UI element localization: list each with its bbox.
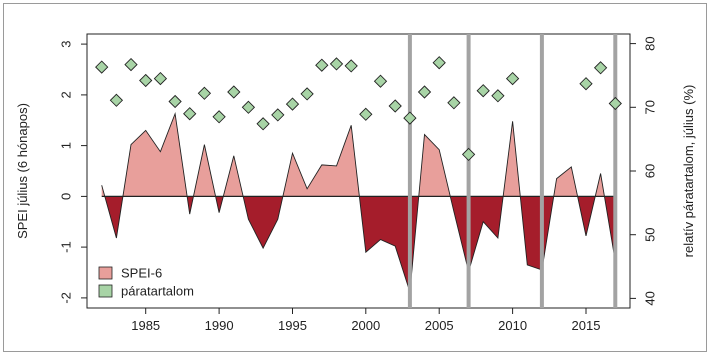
humidity-point-1994 — [271, 108, 285, 122]
axes-group: 1985 1990 1995 2000 2005 2010 2015 -2 -1 0 1 2 3 40 50… — [58, 36, 657, 333]
humidity-point-1987 — [168, 94, 182, 109]
y-tick-label--1: -1 — [58, 241, 73, 253]
humidity-point-1999 — [344, 59, 358, 73]
humidity-point-2006 — [447, 96, 461, 110]
humidity-point-2003 — [403, 111, 417, 125]
spei-negative-area-1 — [104, 196, 123, 238]
spei-positive-area-14 — [553, 166, 578, 197]
humidity-point-1990 — [212, 110, 226, 124]
humidity-point-1993 — [256, 117, 270, 131]
humidity-point-1989 — [197, 86, 212, 100]
x-tick-label-2015: 2015 — [572, 318, 601, 333]
y2-tick-label-60: 60 — [642, 164, 657, 178]
spei-positive-area-12 — [503, 121, 521, 197]
spei-negative-area-15 — [577, 196, 596, 236]
spei-negative-area-7 — [243, 196, 283, 249]
spei-outline-group — [101, 111, 616, 292]
y2-axis-title: relatív páratartalom, július (%) — [681, 85, 696, 258]
y-tick-label--2: -2 — [58, 292, 73, 304]
humidity-point-2005 — [432, 56, 446, 70]
spei-area-group — [101, 113, 616, 292]
y2-tick-label-80: 80 — [642, 36, 657, 50]
spei-negative-area-3 — [187, 196, 194, 215]
spei-positive-area-6 — [223, 155, 244, 197]
humidity-point-1995 — [285, 97, 300, 111]
humidity-point-1985 — [139, 73, 153, 88]
humidity-point-2016 — [593, 61, 608, 75]
spei-positive-area-2 — [122, 113, 188, 197]
y-tick-label-2: 2 — [58, 91, 73, 98]
humidity-point-2010 — [505, 71, 520, 86]
x-tick-label-2005: 2005 — [425, 318, 454, 333]
humidity-markers — [95, 56, 622, 162]
humidity-point-2004 — [417, 85, 432, 99]
humidity-point-1986 — [153, 71, 168, 86]
humidity-point-1988 — [183, 107, 197, 121]
x-tick-label-1985: 1985 — [131, 318, 160, 333]
spei-negative-area-13 — [520, 196, 554, 270]
x-tick-label-1995: 1995 — [278, 318, 307, 333]
legend: SPEI-6 páratartalom — [98, 266, 194, 299]
humidity-point-2001 — [373, 74, 388, 88]
legend-swatch-spei — [98, 266, 113, 280]
humidity-point-2008 — [476, 84, 490, 98]
humidity-point-1983 — [109, 93, 124, 107]
humidity-point-2015 — [579, 77, 593, 91]
spei-negative-area-5 — [215, 196, 224, 213]
y2-tick-label-40: 40 — [642, 291, 657, 305]
humidity-point-2009 — [491, 89, 505, 103]
legend-swatch-humidity — [98, 284, 113, 298]
y-axis-title: SPEI július (6 hónapos) — [15, 103, 30, 239]
humidity-point-1982 — [95, 60, 109, 74]
spei-negative-area-9 — [359, 196, 419, 292]
humidity-point-2007 — [461, 147, 476, 162]
humidity-point-1991 — [227, 85, 241, 99]
y-tick-label-1: 1 — [58, 142, 73, 149]
y2-tick-label-70: 70 — [642, 100, 657, 114]
spei-positive-area-4 — [193, 144, 216, 197]
humidity-point-2000 — [359, 107, 373, 121]
legend-label-humidity: páratartalom — [121, 284, 194, 299]
legend-label-spei: SPEI-6 — [121, 266, 162, 281]
humidity-point-2002 — [388, 99, 402, 113]
spei-positive-area-10 — [418, 134, 451, 197]
humidity-point-1992 — [241, 100, 256, 114]
x-tick-label-2010: 2010 — [498, 318, 527, 333]
humidity-point-1996 — [300, 87, 314, 101]
humidity-point-2017 — [608, 96, 622, 111]
humidity-point-1997 — [315, 58, 329, 72]
y2-tick-label-50: 50 — [642, 227, 657, 241]
spei-series-line — [101, 111, 616, 292]
x-tick-label-1990: 1990 — [205, 318, 234, 333]
spei-positive-area-16 — [595, 173, 605, 197]
spei-positive-area-8 — [282, 125, 360, 197]
spei-negative-area-11 — [450, 196, 504, 272]
highlight-year-lines — [407, 34, 618, 308]
y-tick-label-3: 3 — [58, 40, 73, 47]
humidity-point-1998 — [329, 57, 344, 71]
humidity-point-1984 — [124, 57, 138, 72]
x-tick-label-2000: 2000 — [351, 318, 380, 333]
y-tick-label-0: 0 — [58, 193, 73, 200]
